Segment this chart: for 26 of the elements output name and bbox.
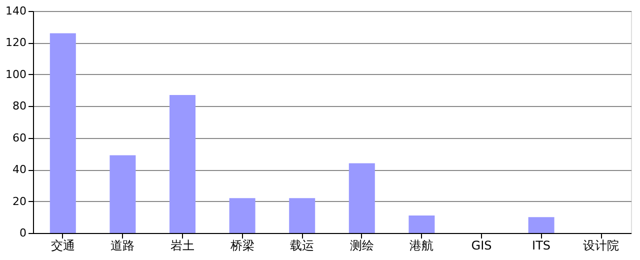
- bar: [528, 217, 554, 233]
- y-tick-label: 140: [6, 4, 26, 18]
- y-tick-label: 40: [12, 163, 26, 176]
- bar: [348, 163, 375, 233]
- bar: [289, 198, 316, 233]
- y-tick-label: 120: [6, 36, 26, 50]
- bar: [110, 155, 136, 233]
- x-tick-label: 测绘: [350, 238, 374, 252]
- y-tick-label: 100: [6, 68, 26, 81]
- bar: [408, 216, 435, 233]
- x-tick-label: 载运: [290, 238, 314, 252]
- y-tick-label: 20: [12, 194, 26, 208]
- x-tick-label: 设计院: [583, 238, 620, 252]
- bar: [170, 95, 196, 233]
- y-tick-label: 80: [12, 100, 26, 113]
- x-tick-label: ITS: [532, 238, 551, 252]
- bar: [50, 33, 76, 233]
- x-tick-label: 交通: [50, 238, 75, 252]
- bar: [229, 198, 256, 233]
- y-tick-label: 60: [12, 131, 26, 144]
- x-tick-label: GIS: [471, 238, 492, 252]
- x-tick-label: 港航: [410, 238, 434, 252]
- x-tick-label: 道路: [110, 238, 135, 252]
- x-tick-label: 岩土: [170, 238, 194, 252]
- x-tick-label: 桥梁: [229, 238, 254, 252]
- y-tick-label: 0: [20, 226, 26, 240]
